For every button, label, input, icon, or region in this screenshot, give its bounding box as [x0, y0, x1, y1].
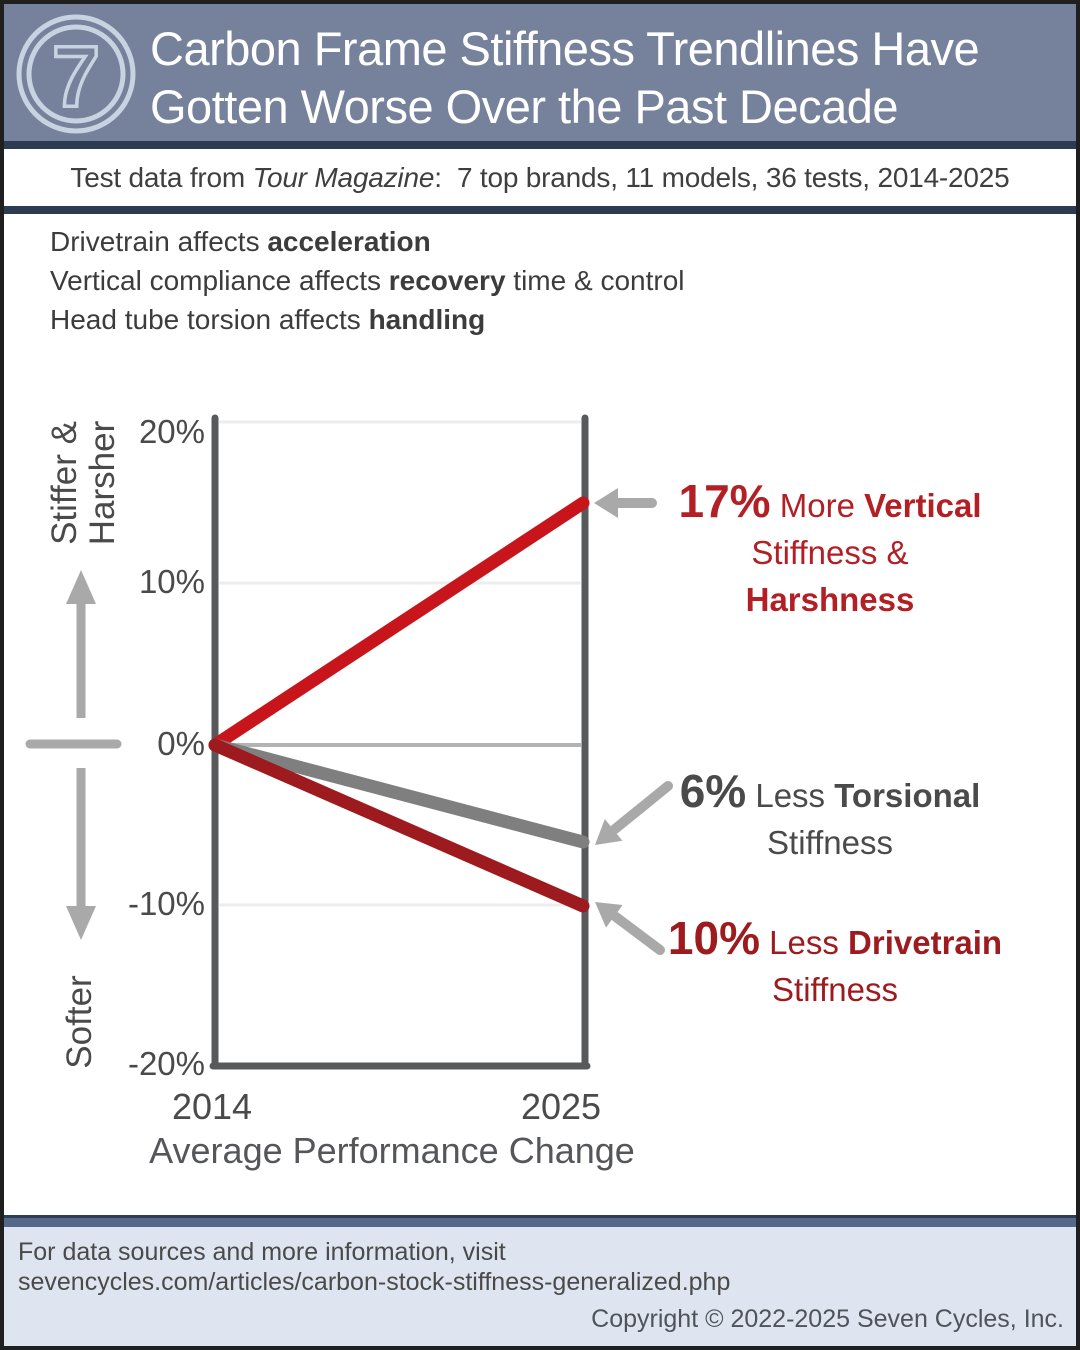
intro-line-3: Head tube torsion affects handling: [50, 304, 486, 335]
annotation-line: Stiffness &: [751, 534, 909, 571]
series-drivetrain-stiffness-line: [208, 738, 590, 913]
copyright-text: Copyright © 2022-2025 Seven Cycles, Inc.: [591, 1305, 1064, 1333]
divider-bar: [0, 206, 1080, 214]
down-arrow-icon: [66, 906, 96, 940]
annotation-line: 17% More Vertical: [678, 475, 982, 527]
ytick-10: 10%: [138, 563, 205, 600]
footer-url: sevencycles.com/articles/carbon-stock-st…: [18, 1268, 731, 1296]
series-torsional-stiffness-line: [208, 738, 590, 849]
ytick-0: 0%: [157, 725, 205, 762]
annotation-arrow-17-icon: [594, 488, 618, 518]
subtitle-source: Tour Magazine: [252, 161, 435, 193]
footer-divider-steel: [0, 1218, 1080, 1227]
page-title: Carbon Frame Stiffness Trendlines Have G…: [150, 20, 1060, 136]
title-line-1: Carbon Frame Stiffness Trendlines Have: [150, 22, 980, 75]
annotation-line: Stiffness: [767, 824, 893, 861]
svg-text:7: 7: [52, 29, 100, 125]
annotation-arrow-10-shaft: [611, 912, 665, 955]
intro-text: Drivetrain affects acceleration Vertical…: [50, 222, 1030, 339]
subtitle: Test data from Tour Magazine: 7 top bran…: [0, 149, 1080, 206]
annotation-arrow-6-icon: [595, 819, 623, 845]
footer: [0, 1227, 1080, 1346]
annotation-torsional-stiffness: 6% Less Torsional Stiffness: [650, 768, 1010, 866]
x-axis-title: Average Performance Change: [149, 1130, 635, 1171]
ytick-neg20: -20%: [127, 1045, 205, 1082]
subtitle-pre: Test data from: [70, 161, 253, 193]
divider-bar: [0, 141, 1080, 149]
footer-divider-navy: [0, 1215, 1080, 1218]
annotation-line: Stiffness: [772, 971, 898, 1008]
header: 7 Carbon Frame Stiffness Trendlines Have…: [0, 0, 1080, 141]
y-direction-label-stiffer: Stiffer & Harsher: [45, 420, 122, 546]
ytick-neg10: -10%: [127, 885, 205, 922]
xtick-2014: 2014: [171, 1086, 253, 1127]
annotation-drivetrain-stiffness: 10% Less Drivetrain Stiffness: [650, 915, 1020, 1013]
annotation-line: Harshness: [745, 581, 915, 618]
footer-source-text: For data sources and more information, v…: [18, 1237, 918, 1297]
series-vertical-stiffness-line: [208, 496, 590, 752]
annotation-vertical-stiffness: 17% More Vertical Stiffness & Harshness: [660, 478, 1000, 623]
up-arrow-icon: [66, 570, 96, 604]
subtitle-post: : 7 top brands, 11 models, 36 tests, 201…: [434, 161, 1010, 193]
xtick-2025: 2025: [520, 1086, 602, 1127]
annotation-arrow-10-icon: [595, 902, 623, 928]
intro-line-1: Drivetrain affects acceleration: [50, 226, 431, 257]
chart-canvas: [25, 414, 673, 1070]
y-direction-label-softer: Softer: [60, 975, 99, 1069]
annotation-arrow-6-shaft: [610, 781, 673, 834]
title-line-2: Gotten Worse Over the Past Decade: [150, 80, 899, 133]
annotation-line: 10% Less Drivetrain: [667, 912, 1003, 964]
intro-line-2: Vertical compliance affects recovery tim…: [50, 265, 685, 296]
footer-line-1: For data sources and more information, v…: [18, 1238, 506, 1266]
ytick-20: 20%: [138, 413, 205, 450]
annotation-line: 6% Less Torsional: [679, 765, 981, 817]
seven-cycles-logo-icon: 7: [16, 14, 136, 134]
